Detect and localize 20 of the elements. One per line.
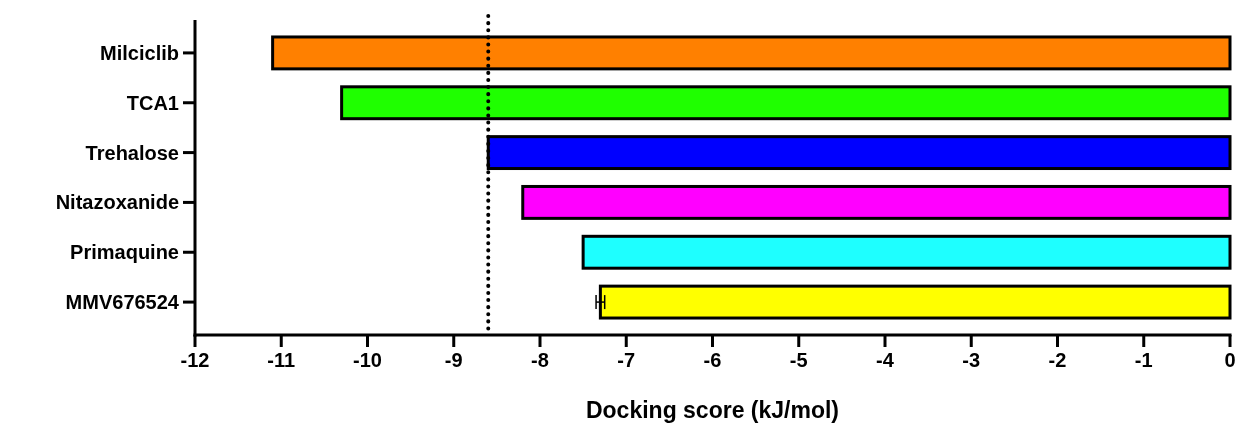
y-tick-label: MMV676524 — [65, 291, 180, 314]
y-tick-label: Trehalose — [85, 141, 179, 164]
y-tick-label: Nitazoxanide — [55, 191, 179, 214]
x-tick-label: -4 — [876, 349, 895, 371]
x-tick-label: -8 — [531, 349, 549, 371]
x-tick-label: -2 — [1048, 349, 1067, 371]
x-tick-label: -5 — [789, 349, 808, 371]
x-tick-label: -6 — [703, 349, 722, 371]
x-tick-label: -10 — [353, 349, 382, 371]
x-tick-label: -1 — [1134, 349, 1153, 371]
x-tick-label: -3 — [962, 349, 981, 371]
x-axis-title: Docking score (kJ/mol) — [585, 397, 840, 423]
y-tick-label: TCA1 — [126, 91, 179, 114]
y-tick-label: Primaquine — [70, 241, 179, 264]
x-tick-label: -7 — [617, 349, 636, 371]
x-tick-label: -11 — [267, 349, 296, 371]
y-tick-label: Milciclib — [100, 41, 179, 64]
x-tick-label: -12 — [180, 349, 210, 371]
x-tick-label: -9 — [444, 349, 463, 371]
x-tick-label: 0 — [1224, 349, 1236, 371]
